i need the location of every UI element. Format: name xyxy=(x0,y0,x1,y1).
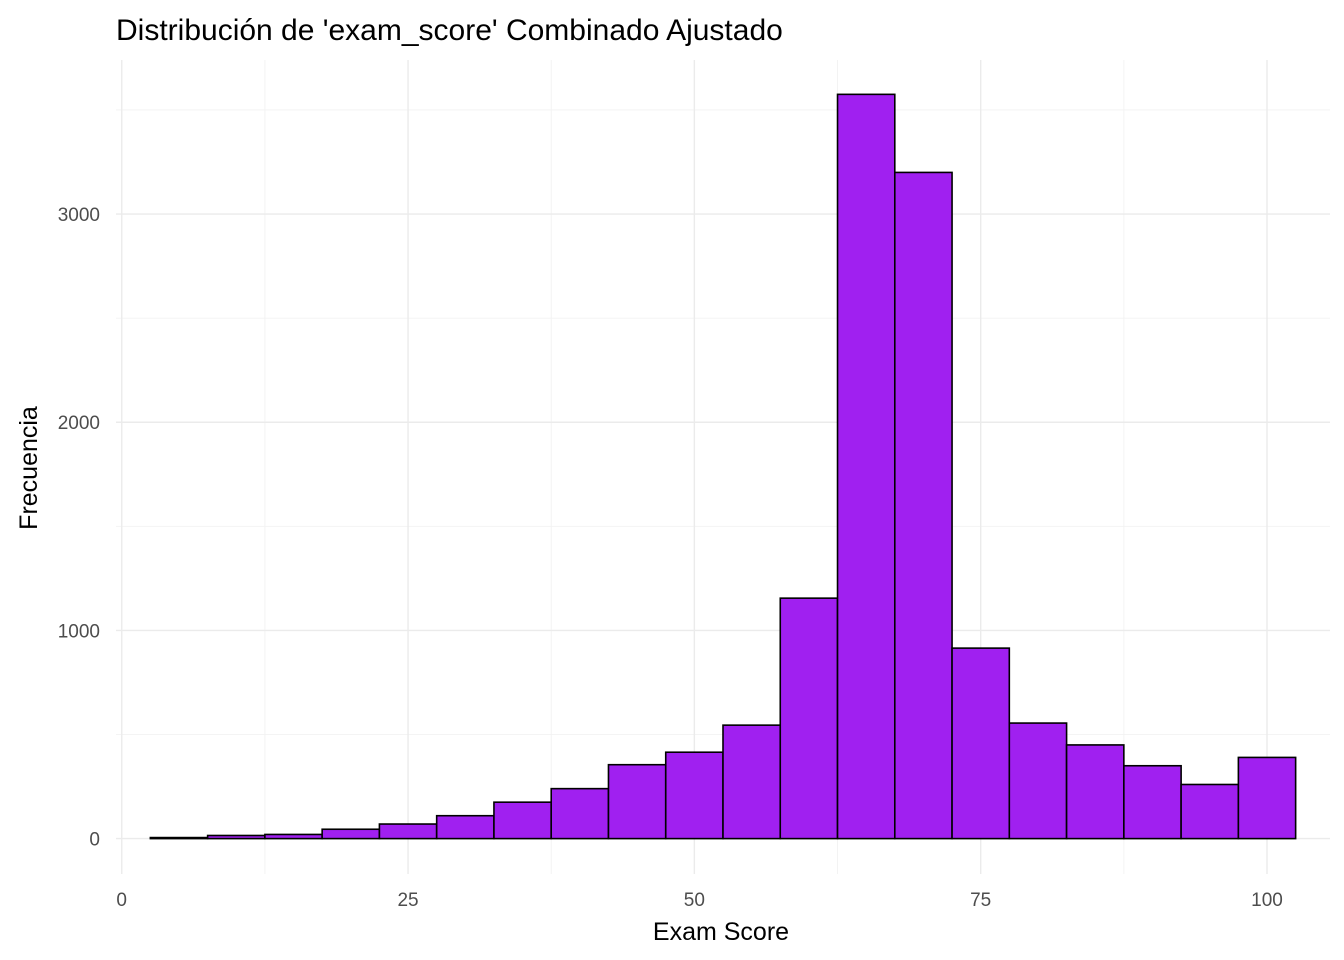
histogram-bar xyxy=(378,823,438,840)
histogram-bar xyxy=(493,801,553,840)
histogram-bar xyxy=(321,828,381,840)
y-tick-label: 2000 xyxy=(58,413,100,434)
histogram-bar xyxy=(1180,783,1240,840)
histogram-bar xyxy=(149,836,209,840)
x-tick-label: 100 xyxy=(1251,890,1283,911)
histogram-bar xyxy=(1123,764,1182,840)
y-tick-label: 1000 xyxy=(58,621,100,642)
histogram-bar xyxy=(893,171,953,840)
y-axis-tick-labels: 0 1000 2000 3000 xyxy=(58,205,100,851)
histogram-bar xyxy=(264,833,323,840)
histogram-bar xyxy=(1237,756,1297,840)
y-axis-title: Frecuencia xyxy=(15,406,43,530)
chart-title: Distribución de 'exam_score' Combinado A… xyxy=(116,14,783,47)
histogram-bar xyxy=(951,647,1011,840)
x-axis-title: Exam Score xyxy=(653,918,789,946)
x-axis-tick-labels: 0 25 50 75 100 xyxy=(116,890,1282,911)
histogram-bar xyxy=(779,597,839,840)
histogram-bar xyxy=(607,763,667,840)
x-tick-label: 75 xyxy=(970,890,991,911)
x-tick-label: 25 xyxy=(397,890,418,911)
histogram-bar xyxy=(722,724,782,840)
histogram-bar xyxy=(836,93,896,840)
histogram-bar xyxy=(550,787,610,840)
x-tick-label: 0 xyxy=(116,890,127,911)
y-tick-label: 0 xyxy=(89,830,100,851)
histogram-bar xyxy=(1008,722,1068,840)
histogram-bar xyxy=(1065,744,1125,840)
histogram-bars xyxy=(149,93,1297,840)
histogram-bar xyxy=(435,814,495,840)
histogram-bar xyxy=(664,751,724,840)
y-tick-label: 3000 xyxy=(58,205,100,226)
x-tick-label: 50 xyxy=(684,890,705,911)
histogram-bar xyxy=(206,834,266,840)
